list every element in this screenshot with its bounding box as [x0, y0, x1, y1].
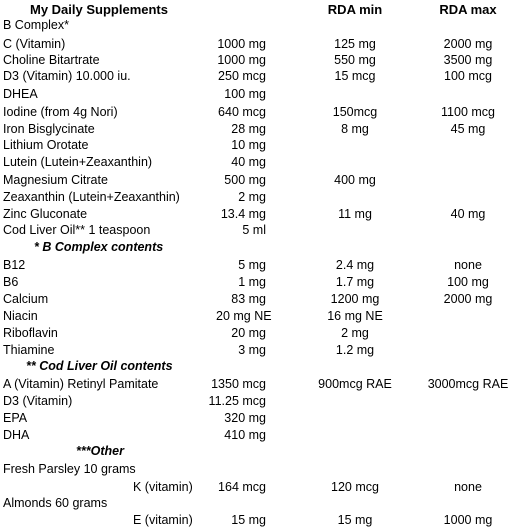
row-rda-min: 120 mcg — [331, 480, 379, 494]
row-rda-min: 400 mg — [334, 173, 376, 187]
row-amount: 11.25 mcg — [208, 394, 266, 408]
row-rda-max: 100 mcg — [444, 69, 492, 83]
row-amount: 28 mg — [231, 122, 266, 136]
row-rda-min: 2.4 mg — [335, 258, 375, 272]
row-name: Zeaxanthin (Lutein+Zeaxanthin) — [3, 190, 180, 204]
row-rda-max: 45 mg — [450, 122, 486, 136]
row-amount: 640 mcg — [218, 105, 266, 119]
row-amount: 1000 mg — [217, 53, 266, 67]
row-amount: 10 mg — [231, 138, 266, 152]
row-amount: 20 mg NE — [216, 309, 272, 323]
row-rda-min: 15 mcg — [334, 69, 376, 83]
row-rda-max: 2000 mg — [443, 292, 493, 306]
row-rda-max: none — [454, 258, 482, 272]
row-rda-min: 11 mg — [338, 207, 372, 221]
row-name: Iodine (from 4g Nori) — [3, 105, 118, 119]
row-name: Calcium — [3, 292, 49, 306]
row-amount: 100 mg — [224, 87, 266, 101]
row-subname: K (vitamin) — [133, 480, 193, 494]
row-amount: 250 mcg — [218, 69, 266, 83]
section-heading-other: ***Other — [76, 444, 124, 458]
row-name: DHEA — [3, 87, 38, 101]
row-rda-min: 1.7 mg — [335, 275, 375, 289]
row-rda-min: 150mcg — [332, 105, 378, 119]
row-amount: 410 mg — [224, 428, 266, 442]
row-name: Lithium Orotate — [3, 138, 89, 152]
row-name: D3 (Vitamin) — [3, 394, 73, 408]
row-rda-min: 15 mg — [337, 513, 373, 527]
row-name: Choline Bitartrate — [3, 53, 100, 67]
row-amount: 83 mg — [231, 292, 266, 306]
row-name: Fresh Parsley 10 grams — [3, 462, 136, 476]
row-rda-min: 550 mg — [334, 53, 376, 67]
row-amount: 20 mg — [231, 326, 266, 340]
row-amount: 164 mcg — [218, 480, 266, 494]
row-amount: 40 mg — [231, 155, 266, 169]
section-heading-b-complex: * B Complex contents — [34, 240, 164, 254]
row-amount: 5 ml — [242, 223, 266, 237]
row-rda-min: 1200 mg — [330, 292, 380, 306]
row-amount: 13.4 mg — [220, 207, 266, 221]
row-rda-min: 900mcg RAE — [318, 377, 392, 391]
row-amount: 320 mg — [224, 411, 266, 425]
row-name: D3 (Vitamin) 10.000 iu. — [3, 69, 131, 83]
row-amount: 2 mg — [238, 190, 266, 204]
row-subname: E (vitamin) — [133, 513, 193, 527]
row-rda-max: 1100 mcg — [441, 105, 495, 119]
row-rda-max: 40 mg — [450, 207, 486, 221]
row-rda-max: 1000 mg — [443, 513, 493, 527]
row-name: Almonds 60 grams — [3, 496, 108, 510]
row-name: Cod Liver Oil** 1 teaspoon — [3, 223, 151, 237]
row-rda-max: 3000mcg RAE — [427, 377, 509, 391]
row-rda-max: 2000 mg — [443, 37, 493, 51]
row-name: Riboflavin — [3, 326, 58, 340]
row-name: C (Vitamin) — [3, 37, 66, 51]
section-heading-cod-liver-oil: ** Cod Liver Oil contents — [26, 359, 173, 373]
row-rda-min: 1.2 mg — [335, 343, 375, 357]
header-rda-max: RDA max — [439, 2, 497, 17]
row-amount: 500 mg — [224, 173, 266, 187]
table-title: My Daily Supplements — [30, 2, 168, 17]
row-amount: 1 mg — [238, 275, 266, 289]
row-amount: 1000 mg — [217, 37, 266, 51]
row-rda-min: 16 mg NE — [327, 309, 383, 323]
row-amount: 3 mg — [238, 343, 266, 357]
row-rda-max: 100 mg — [447, 275, 489, 289]
row-name: Lutein (Lutein+Zeaxanthin) — [3, 155, 153, 169]
row-rda-max: none — [454, 480, 482, 494]
row-name: Thiamine — [3, 343, 55, 357]
row-rda-min: 125 mg — [334, 37, 376, 51]
row-name: Magnesium Citrate — [3, 173, 108, 187]
row-name: B12 — [3, 258, 26, 272]
row-rda-max: 3500 mg — [443, 53, 493, 67]
row-rda-min: 8 mg — [341, 122, 369, 136]
row-rda-min: 2 mg — [341, 326, 369, 340]
row-amount: 1350 mcg — [211, 377, 266, 391]
row-name: DHA — [3, 428, 30, 442]
row-name: A (Vitamin) Retinyl Pamitate — [3, 377, 159, 391]
row-amount: 15 mg — [231, 513, 266, 527]
row-name: Zinc Gluconate — [3, 207, 88, 221]
row-name: EPA — [3, 411, 28, 425]
row-name: B Complex* — [3, 18, 69, 32]
row-name: Niacin — [3, 309, 38, 323]
row-name: Iron Bisglycinate — [3, 122, 95, 136]
header-rda-min: RDA min — [327, 2, 383, 17]
row-amount: 5 mg — [238, 258, 266, 272]
row-name: B6 — [3, 275, 19, 289]
